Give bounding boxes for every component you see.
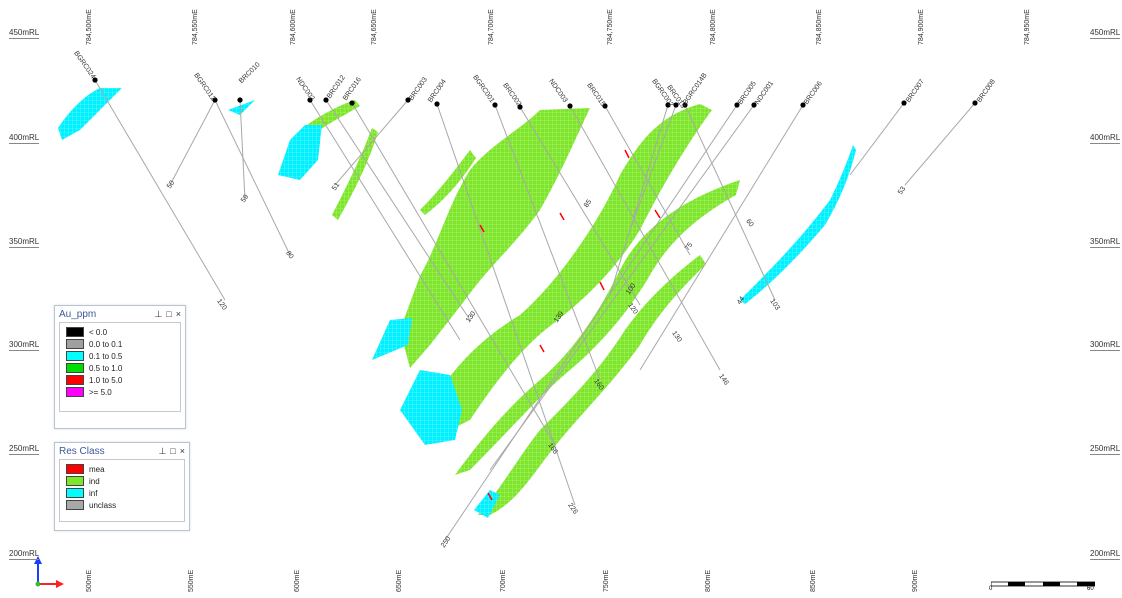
me-label-top: 784,950mE — [1024, 9, 1031, 45]
me-label-bottom: 850mE — [810, 569, 817, 592]
me-label-bottom: 900mE — [912, 569, 919, 592]
rl-label-left: 350mRL — [9, 237, 40, 248]
legend-res-header[interactable]: Res Class ⊥ □ × — [55, 443, 189, 459]
rl-label-left: 450mRL — [9, 28, 40, 39]
me-label-top: 784,500mE — [86, 9, 93, 45]
me-label-bottom: 800mE — [705, 569, 712, 592]
rl-label-right: 250mRL — [1090, 444, 1121, 455]
rl-label-left: 400mRL — [9, 133, 40, 144]
collar-markers — [92, 77, 978, 110]
swatch — [66, 363, 84, 373]
scale-end: 60 — [1087, 586, 1094, 592]
me-label-top: 784,750mE — [607, 9, 614, 45]
legend-item-label: 1.0 to 5.0 — [89, 375, 123, 385]
rl-label-right: 350mRL — [1090, 237, 1121, 248]
inf-block-5 — [400, 370, 462, 445]
pin-icon[interactable]: ⊥ — [154, 308, 163, 319]
swatch — [66, 488, 84, 498]
rl-label-right: 300mRL — [1090, 340, 1121, 351]
legend-item: >= 5.0 — [66, 386, 177, 398]
legend-item: 0.0 to 0.1 — [66, 338, 177, 350]
inf-block-7 — [740, 145, 856, 304]
me-label-bottom: 600mE — [294, 569, 301, 592]
scale-start: 0 — [989, 586, 993, 592]
inf-block-6 — [474, 490, 500, 518]
lode-4 — [478, 255, 706, 515]
legend-item-label: mea — [89, 464, 105, 474]
legend-item: inf — [66, 487, 181, 499]
rl-label-left: 250mRL — [9, 444, 40, 455]
grade-intercepts — [479, 149, 661, 501]
legend-item-label: < 0.0 — [89, 327, 108, 337]
rl-label-left: 300mRL — [9, 340, 40, 351]
pin-icon[interactable]: ⊥ — [158, 445, 167, 456]
me-label-top: 784,550mE — [192, 9, 199, 45]
legend-item-label: 0.1 to 0.5 — [89, 351, 123, 361]
legend-au-header[interactable]: Au_ppm ⊥ □ × — [55, 306, 185, 322]
swatch — [66, 500, 84, 510]
rl-label-right: 200mRL — [1090, 549, 1121, 560]
rl-label-right: 450mRL — [1090, 28, 1121, 39]
close-icon[interactable]: × — [179, 445, 185, 456]
lode-2 — [420, 104, 712, 440]
rl-label-right: 400mRL — [1090, 133, 1121, 144]
scale-bar: 0 60 — [989, 578, 1096, 592]
legend-res-body: mea ind inf unclass — [59, 459, 185, 522]
inf-block-4 — [372, 318, 412, 360]
lode-6 — [332, 128, 378, 220]
me-label-bottom: 550mE — [188, 569, 195, 592]
swatch — [66, 476, 84, 486]
legend-res-class[interactable]: Res Class ⊥ □ × mea ind inf unclass — [54, 442, 190, 531]
swatch — [66, 464, 84, 474]
close-icon[interactable]: × — [175, 308, 181, 319]
swatch — [66, 387, 84, 397]
me-label-top: 784,600mE — [290, 9, 297, 45]
swatch — [66, 351, 84, 361]
legend-item-label: >= 5.0 — [89, 387, 112, 397]
legend-item: 0.5 to 1.0 — [66, 362, 177, 374]
ore-blocks-inf — [58, 88, 856, 518]
me-label-top: 784,700mE — [488, 9, 495, 45]
legend-item-label: unclass — [89, 500, 117, 510]
legend-item-label: inf — [89, 488, 98, 498]
inf-block-2 — [228, 100, 255, 115]
lode-5 — [420, 150, 476, 215]
legend-item: ind — [66, 475, 181, 487]
lode-1 — [400, 108, 590, 368]
inf-block-3 — [278, 125, 322, 180]
me-label-bottom: 750mE — [603, 569, 610, 592]
swatch — [66, 327, 84, 337]
legend-item: 1.0 to 5.0 — [66, 374, 177, 386]
legend-item-label: 0.0 to 0.1 — [89, 339, 123, 349]
drill-traces — [94, 79, 976, 541]
legend-res-title: Res Class — [59, 445, 105, 457]
maximize-icon[interactable]: □ — [170, 445, 176, 456]
lode-3 — [455, 180, 740, 475]
me-label-bottom: 500mE — [86, 569, 93, 592]
rl-label-left: 200mRL — [9, 549, 40, 560]
me-label-bottom: 700mE — [500, 569, 507, 592]
me-label-bottom: 650mE — [396, 569, 403, 592]
legend-item: unclass — [66, 499, 181, 511]
me-label-top: 784,650mE — [371, 9, 378, 45]
legend-item: 0.1 to 0.5 — [66, 350, 177, 362]
ore-blocks-ind — [300, 100, 740, 515]
me-label-top: 784,850mE — [816, 9, 823, 45]
legend-au-body: < 0.0 0.0 to 0.1 0.1 to 0.5 0.5 to 1.0 1… — [59, 322, 181, 412]
orientation-axes-icon — [34, 556, 64, 588]
legend-au-ppm[interactable]: Au_ppm ⊥ □ × < 0.0 0.0 to 0.1 0.1 to 0.5… — [54, 305, 186, 429]
legend-item-label: 0.5 to 1.0 — [89, 363, 123, 373]
me-label-top: 784,800mE — [710, 9, 717, 45]
inf-block-1 — [58, 88, 122, 140]
swatch — [66, 375, 84, 385]
legend-item-label: ind — [89, 476, 100, 486]
legend-au-title: Au_ppm — [59, 308, 97, 320]
me-label-top: 784,900mE — [918, 9, 925, 45]
legend-item: mea — [66, 463, 181, 475]
maximize-icon[interactable]: □ — [166, 308, 172, 319]
swatch — [66, 339, 84, 349]
legend-item: < 0.0 — [66, 326, 177, 338]
